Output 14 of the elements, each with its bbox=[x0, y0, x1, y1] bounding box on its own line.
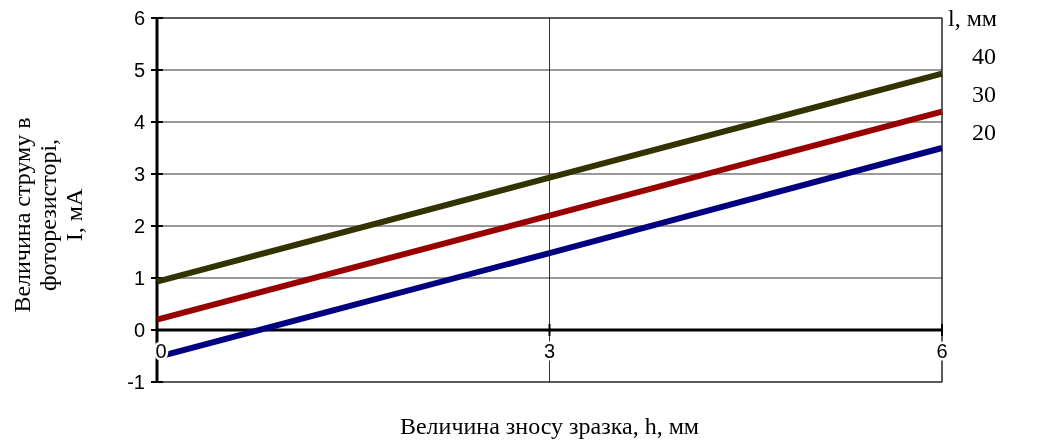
y-axis-title: Величина струму в фоторезисторі, I, мА bbox=[9, 117, 87, 313]
legend-title: l, мм bbox=[948, 5, 998, 31]
series-label: 20 bbox=[972, 119, 996, 145]
y-tick-label: -1 bbox=[127, 371, 145, 393]
y-tick-label: 0 bbox=[133, 319, 145, 341]
y-tick-label: 1 bbox=[133, 267, 145, 289]
y-tick-label: 6 bbox=[133, 7, 145, 29]
series-label: 30 bbox=[972, 81, 996, 107]
y-tick-label: 3 bbox=[133, 163, 145, 185]
x-axis-title: Величина зносу зразка, h, мм bbox=[399, 413, 700, 439]
y-tick-label: 4 bbox=[133, 111, 145, 133]
y-tick-label: 5 bbox=[133, 59, 145, 81]
y-tick-label: 2 bbox=[133, 215, 145, 237]
series-label: 40 bbox=[972, 43, 996, 69]
